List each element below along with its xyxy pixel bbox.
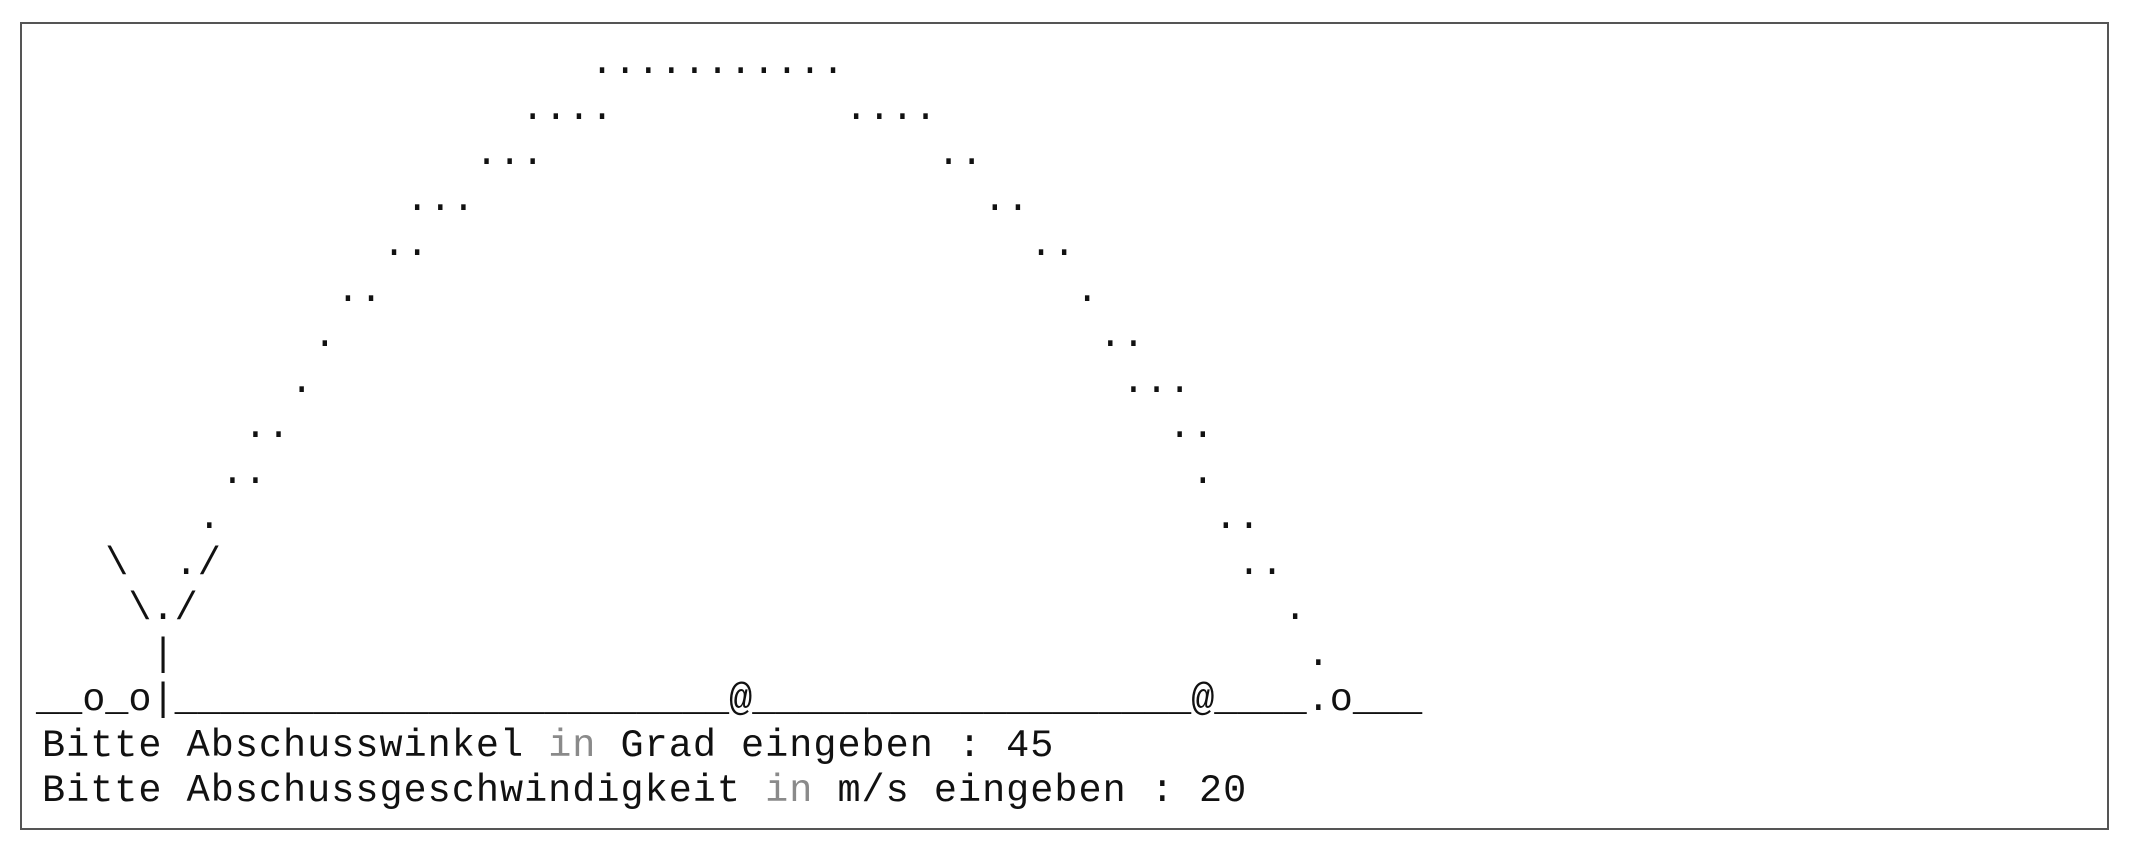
ascii-line: \./ .	[36, 587, 1307, 631]
ascii-line: .. ..	[36, 223, 1076, 267]
ascii-line: \ ./ ..	[36, 541, 1284, 586]
ascii-line: .... ....	[36, 86, 938, 131]
prompt-text: m/s eingeben : 20	[813, 769, 1248, 813]
ascii-line: ...........	[36, 41, 845, 85]
ascii-line: ... ..	[36, 132, 984, 176]
ascii-line: . ..	[36, 314, 1145, 358]
ascii-line: | .	[36, 632, 1330, 677]
prompt-text: Bitte Abschusswinkel	[42, 723, 549, 768]
prompt-text: Bitte Abschussgeschwindigkeit	[42, 769, 766, 813]
ascii-line: .. ..	[36, 405, 1215, 449]
prompt-text: Grad eingeben : 45	[596, 723, 1055, 768]
keyword: in	[765, 769, 814, 813]
ascii-line: ... ..	[36, 177, 1030, 222]
ascii-line: . ...	[36, 359, 1192, 404]
keyword: in	[548, 723, 597, 768]
ascii-line: .. .	[36, 450, 1215, 495]
terminal-frame	[20, 22, 2109, 830]
prompt-line: Bitte Abschusswinkel in Grad eingeben : …	[36, 724, 1422, 770]
ascii-line: . ..	[36, 496, 1261, 540]
prompt-line: Bitte Abschussgeschwindigkeit in m/s ein…	[36, 769, 1422, 815]
terminal-output: ........... .... .... ... .. ... .. .. .…	[36, 41, 1422, 815]
ascii-line: .. .	[36, 268, 1099, 313]
ascii-line: __o_o|________________________@_________…	[36, 678, 1423, 722]
